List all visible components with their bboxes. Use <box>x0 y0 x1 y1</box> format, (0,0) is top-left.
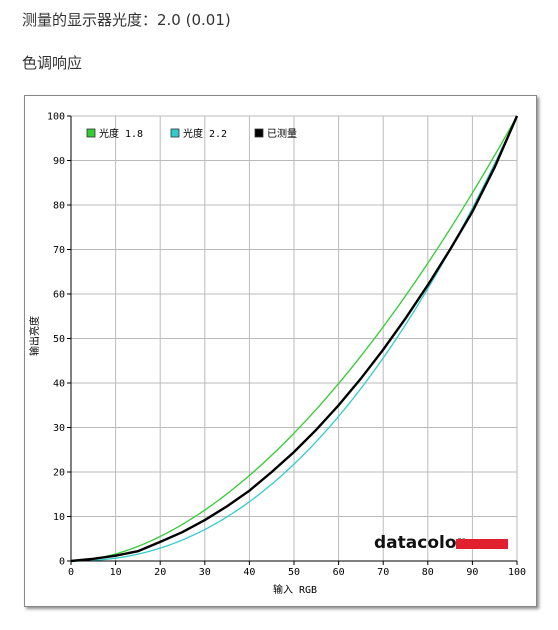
x-tick-label: 20 <box>154 567 166 578</box>
curves <box>70 115 519 563</box>
x-tick-label: 50 <box>288 567 300 578</box>
y-tick-label: 60 <box>53 290 65 301</box>
x-tick-label: 60 <box>333 567 345 578</box>
measured-gamma-label: 测量的显示器光度：2.0 (0.01) <box>22 11 231 29</box>
legend-label-1: 光度 1.8 <box>99 127 143 140</box>
logo-text: datacolor <box>374 533 466 553</box>
legend-swatch-3 <box>254 128 264 138</box>
y-axis-label: 输出亮度 <box>28 316 41 356</box>
x-tick-label: 70 <box>377 567 389 578</box>
legend-label-2: 光度 2.2 <box>183 127 227 140</box>
section-title: 色调响应 <box>22 54 83 72</box>
x-tick-label: 40 <box>243 567 255 578</box>
y-tick-label: 50 <box>53 334 65 345</box>
y-tick-label: 10 <box>53 512 65 523</box>
legend: 光度 1.8 光度 2.2 已测量 <box>86 127 297 140</box>
x-tick-label: 10 <box>110 567 122 578</box>
tone-response-chart: 0 10 20 30 40 50 60 70 80 90 100 0 10 20 30 40 50 60 70 80 9… <box>28 112 526 597</box>
x-tick-label: 80 <box>422 567 434 578</box>
y-tick-label: 20 <box>53 468 65 479</box>
y-tick-label: 0 <box>59 557 65 568</box>
axes: 0 10 20 30 40 50 60 70 80 90 100 0 10 20 30 40 50 60 70 80 9… <box>47 112 526 579</box>
y-tick-label: 30 <box>53 423 65 434</box>
x-tick-label: 30 <box>199 567 211 578</box>
y-tick-label: 90 <box>53 156 65 167</box>
legend-label-3: 已测量 <box>267 127 297 140</box>
series-line-1 <box>70 115 518 562</box>
y-tick-label: 80 <box>53 201 65 212</box>
x-tick-label: 0 <box>68 567 74 578</box>
legend-swatch-2 <box>170 128 180 138</box>
x-axis-label: 输入 RGB <box>273 583 317 596</box>
x-tick-label: 90 <box>466 567 478 578</box>
grid <box>70 115 518 562</box>
x-tick-label: 100 <box>508 567 526 578</box>
y-tick-label: 70 <box>53 245 65 256</box>
legend-swatch-1 <box>86 128 96 138</box>
datacolor-logo: datacolor <box>374 533 508 553</box>
series-line-3 <box>70 115 519 563</box>
y-tick-label: 100 <box>47 112 65 123</box>
chart-frame: 0 10 20 30 40 50 60 70 80 90 100 0 10 20 30 40 50 60 70 80 9… <box>24 95 537 607</box>
y-tick-label: 40 <box>53 379 65 390</box>
logo-accent-bar <box>456 539 508 549</box>
